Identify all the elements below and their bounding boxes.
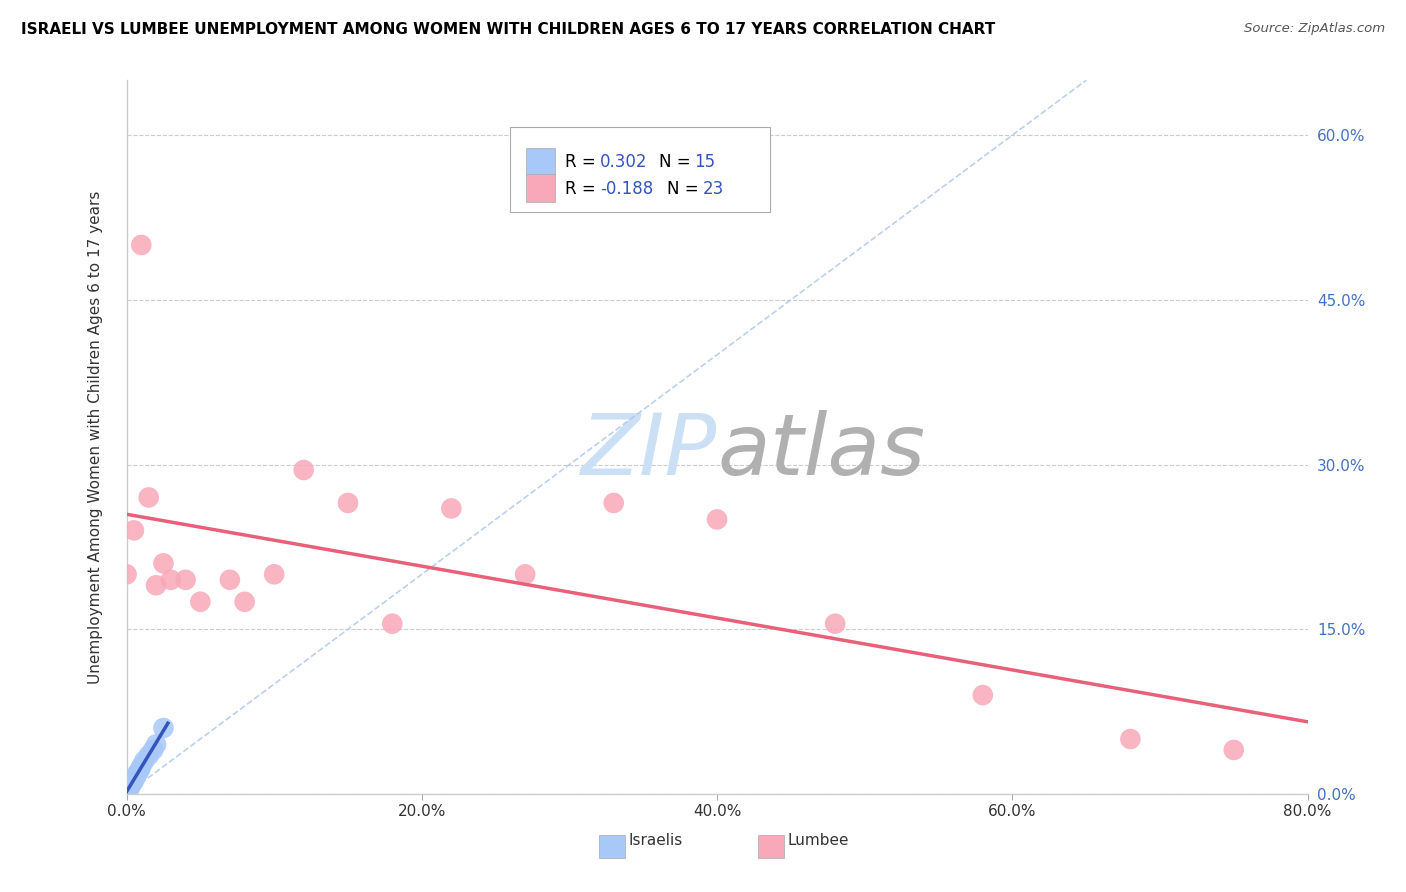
Point xyxy=(188,595,212,609)
Point xyxy=(440,501,463,516)
Text: -0.188: -0.188 xyxy=(600,180,654,198)
Text: 0.302: 0.302 xyxy=(600,153,648,171)
Point xyxy=(233,595,256,609)
Bar xyxy=(526,148,555,175)
Point xyxy=(127,764,149,779)
Point xyxy=(129,759,153,773)
Point xyxy=(152,557,174,571)
Point xyxy=(138,748,160,763)
Point xyxy=(122,773,145,788)
Point xyxy=(381,616,404,631)
Text: N =: N = xyxy=(668,180,704,198)
Bar xyxy=(758,835,785,858)
Point xyxy=(706,512,728,526)
Point xyxy=(121,776,143,790)
Bar xyxy=(599,835,624,858)
Point xyxy=(219,573,242,587)
Text: Lumbee: Lumbee xyxy=(787,833,849,847)
Point xyxy=(603,496,626,510)
Point xyxy=(120,778,142,792)
Text: N =: N = xyxy=(659,153,696,171)
Y-axis label: Unemployment Among Women with Children Ages 6 to 17 years: Unemployment Among Women with Children A… xyxy=(89,190,103,684)
Point xyxy=(122,524,145,538)
Point xyxy=(160,573,183,587)
Text: ISRAELI VS LUMBEE UNEMPLOYMENT AMONG WOMEN WITH CHILDREN AGES 6 TO 17 YEARS CORR: ISRAELI VS LUMBEE UNEMPLOYMENT AMONG WOM… xyxy=(21,22,995,37)
Bar xyxy=(526,175,555,202)
Point xyxy=(1119,731,1142,746)
Text: R =: R = xyxy=(565,153,600,171)
Point xyxy=(292,463,315,477)
Point xyxy=(174,573,197,587)
Point xyxy=(145,738,167,752)
Point xyxy=(263,567,285,582)
Point xyxy=(142,743,165,757)
Point xyxy=(152,721,174,735)
FancyBboxPatch shape xyxy=(510,127,770,212)
Point xyxy=(115,567,138,582)
Point xyxy=(115,781,138,796)
Text: R =: R = xyxy=(565,180,600,198)
Text: 23: 23 xyxy=(703,180,724,198)
Point xyxy=(118,781,141,796)
Point xyxy=(124,771,146,785)
Point xyxy=(138,491,160,505)
Point xyxy=(134,754,156,768)
Text: 15: 15 xyxy=(695,153,716,171)
Point xyxy=(1223,743,1246,757)
Point xyxy=(145,578,167,592)
Point xyxy=(972,688,994,702)
Point xyxy=(128,763,150,777)
Text: atlas: atlas xyxy=(717,409,925,493)
Point xyxy=(337,496,360,510)
Point xyxy=(824,616,846,631)
Text: Source: ZipAtlas.com: Source: ZipAtlas.com xyxy=(1244,22,1385,36)
Point xyxy=(515,567,537,582)
Point xyxy=(129,238,153,252)
Text: Israelis: Israelis xyxy=(628,833,683,847)
Point xyxy=(125,767,148,781)
Text: ZIP: ZIP xyxy=(581,409,717,493)
